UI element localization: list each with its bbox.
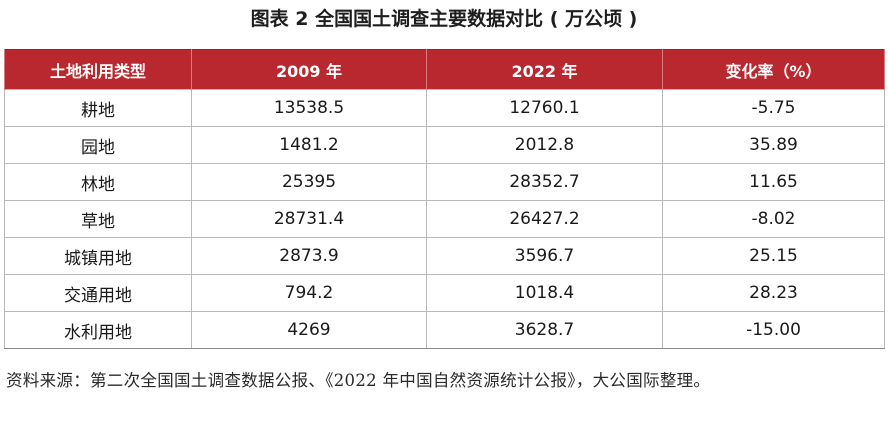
cell-value-2022: 26427.2 [426, 200, 663, 238]
cell-value-2022: 3596.7 [426, 237, 663, 275]
table-row: 园地 1481.2 2012.8 35.89 [4, 126, 885, 164]
cell-change-rate: -8.02 [662, 200, 885, 238]
cell-value-2009: 25395 [191, 163, 427, 201]
cell-value-2022: 1018.4 [426, 274, 663, 312]
source-note: 资料来源：第二次全国国土调查数据公报、《2022 年中国自然资源统计公报》，大公… [6, 371, 711, 390]
land-use-comparison-table: 土地利用类型 2009 年 2022 年 变化率（%） 耕地 13538.5 1… [4, 49, 885, 349]
table-row: 草地 28731.4 26427.2 -8.02 [4, 200, 885, 238]
cell-value-2022: 28352.7 [426, 163, 663, 201]
cell-land-type: 耕地 [4, 89, 192, 127]
table-row: 林地 25395 28352.7 11.65 [4, 163, 885, 201]
cell-change-rate: -15.00 [662, 311, 885, 349]
cell-change-rate: 35.89 [662, 126, 885, 164]
cell-value-2009: 794.2 [191, 274, 427, 312]
cell-land-type: 水利用地 [4, 311, 192, 349]
cell-change-rate: 28.23 [662, 274, 885, 312]
cell-value-2009: 1481.2 [191, 126, 427, 164]
cell-value-2022: 3628.7 [426, 311, 663, 349]
cell-value-2022: 12760.1 [426, 89, 663, 127]
cell-change-rate: 11.65 [662, 163, 885, 201]
cell-land-type: 草地 [4, 200, 192, 238]
table-header-row: 土地利用类型 2009 年 2022 年 变化率（%） [4, 49, 885, 90]
cell-value-2009: 28731.4 [191, 200, 427, 238]
column-header-change-rate: 变化率（%） [662, 49, 885, 90]
table-row: 城镇用地 2873.9 3596.7 25.15 [4, 237, 885, 275]
column-header-land-type: 土地利用类型 [4, 49, 192, 90]
cell-value-2009: 4269 [191, 311, 427, 349]
cell-value-2022: 2012.8 [426, 126, 663, 164]
cell-change-rate: 25.15 [662, 237, 885, 275]
column-header-2009: 2009 年 [191, 49, 427, 90]
cell-land-type: 交通用地 [4, 274, 192, 312]
column-header-2022: 2022 年 [426, 49, 663, 90]
table-row: 耕地 13538.5 12760.1 -5.75 [4, 89, 885, 127]
data-table-container: 土地利用类型 2009 年 2022 年 变化率（%） 耕地 13538.5 1… [4, 49, 885, 349]
table-row: 交通用地 794.2 1018.4 28.23 [4, 274, 885, 312]
cell-land-type: 城镇用地 [4, 237, 192, 275]
cell-land-type: 园地 [4, 126, 192, 164]
cell-value-2009: 2873.9 [191, 237, 427, 275]
cell-change-rate: -5.75 [662, 89, 885, 127]
cell-land-type: 林地 [4, 163, 192, 201]
cell-value-2009: 13538.5 [191, 89, 427, 127]
table-row: 水利用地 4269 3628.7 -15.00 [4, 311, 885, 349]
table-title: 图表 2 全国国土调查主要数据对比 ( 万公顷 ) [250, 8, 638, 30]
